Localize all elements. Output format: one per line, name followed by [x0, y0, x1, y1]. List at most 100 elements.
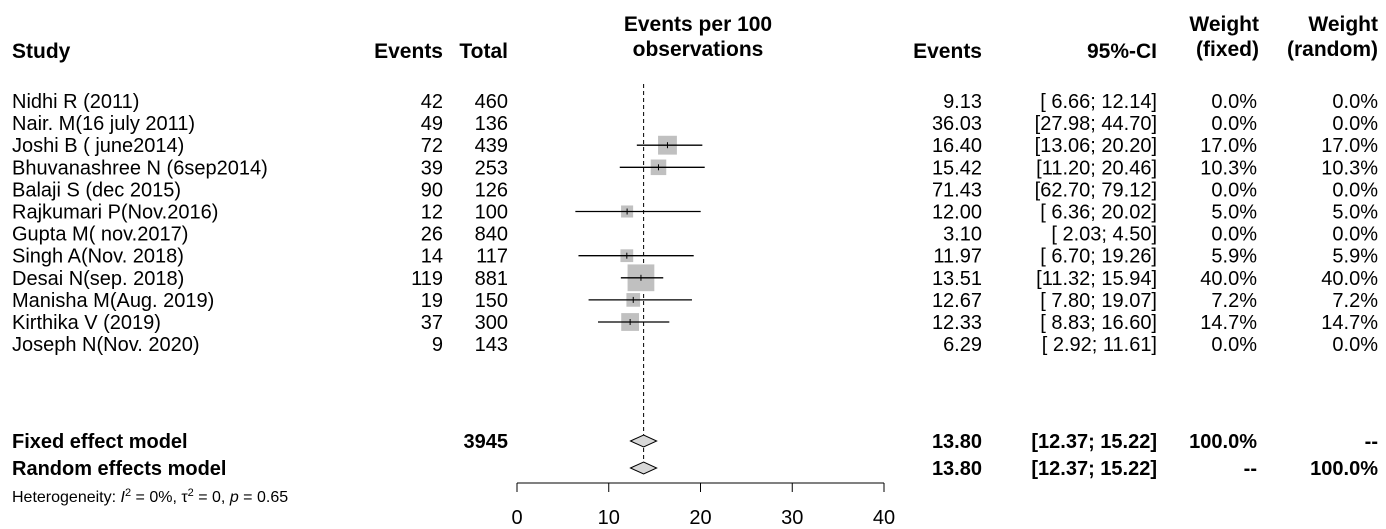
- x-axis-tick-label: 0: [511, 507, 522, 529]
- study-total: 117: [476, 246, 508, 268]
- study-weight-fixed: 0.0%: [1211, 91, 1257, 113]
- study-total: 126: [475, 179, 508, 201]
- study-name: Rajkumari P(Nov.2016): [12, 202, 218, 224]
- summary-weight-random: --: [1365, 431, 1378, 453]
- study-name: Gupta M( nov.2017): [12, 224, 188, 246]
- summary-name: Random effects model: [12, 458, 226, 480]
- study-ci: [ 2.03; 4.50]: [1051, 224, 1157, 246]
- study-weight-random: 40.0%: [1321, 268, 1378, 290]
- study-estimate: 12.00: [932, 202, 982, 224]
- study-total: 300: [475, 312, 508, 334]
- header-ci: 95%-CI: [1087, 40, 1157, 63]
- study-estimate: 12.33: [932, 312, 982, 334]
- study-weight-fixed: 5.9%: [1211, 246, 1257, 268]
- study-row: Balaji S (dec 2015) 90 126 71.43 [62.70; 79.…: [12, 179, 1378, 201]
- study-weight-random: 0.0%: [1332, 334, 1378, 356]
- summary-estimate: 13.80: [932, 431, 982, 453]
- study-name: Nidhi R (2011): [12, 91, 139, 113]
- summary-row: Fixed effect model 3945 13.80 [12.37; 15.22…: [12, 431, 1378, 453]
- study-total: 460: [475, 91, 508, 113]
- summary-rows: Fixed effect model 3945 13.80 [12.37; 15.22…: [12, 431, 1378, 480]
- summary-diamond: [629, 461, 658, 475]
- study-estimate: 15.42: [932, 157, 982, 179]
- study-rows: Nidhi R (2011) 42 460 9.13 [ 6.66; 12.14] 0.0…: [12, 91, 1378, 356]
- study-weight-random: 5.9%: [1332, 246, 1378, 268]
- study-total: 100: [475, 202, 508, 224]
- study-weight-random: 0.0%: [1332, 113, 1378, 135]
- x-axis-tick-label: 40: [873, 507, 895, 529]
- study-row: Bhuvanashree N (6sep2014) 39 253 15.42 [11.2…: [12, 157, 1378, 179]
- study-row: Manisha M(Aug. 2019) 19 150 12.67 [ 7.80; 19…: [12, 290, 1378, 312]
- study-name: Desai N(sep. 2018): [12, 268, 184, 290]
- study-estimate: 9.13: [943, 91, 982, 113]
- study-events: 42: [421, 91, 443, 113]
- study-events: 49: [421, 113, 443, 135]
- study-ci: [ 8.83; 16.60]: [1040, 312, 1157, 334]
- plot-title-line1: Events per 100: [624, 13, 772, 36]
- study-ci: [ 2.92; 11.61]: [1042, 334, 1157, 356]
- study-ci: [ 6.36; 20.02]: [1040, 202, 1157, 224]
- study-total: 439: [475, 135, 508, 157]
- summary-weight-fixed: 100.0%: [1189, 431, 1257, 453]
- summary-weight-fixed: --: [1244, 458, 1257, 480]
- plot-title-line2: observations: [633, 38, 764, 61]
- study-events: 19: [421, 290, 443, 312]
- study-ci: [13.06; 20.20]: [1035, 135, 1157, 157]
- study-weight-fixed: 7.2%: [1211, 290, 1257, 312]
- summary-weight-random: 100.0%: [1310, 458, 1378, 480]
- study-ci: [ 6.66; 12.14]: [1040, 91, 1157, 113]
- study-weight-random: 10.3%: [1321, 157, 1378, 179]
- header-events-estimate: Events: [913, 40, 982, 63]
- x-axis-tick-label: 10: [598, 507, 620, 529]
- study-estimate: 3.10: [943, 224, 982, 246]
- x-axis-tick-label: 30: [781, 507, 803, 529]
- study-events: 37: [421, 312, 443, 334]
- summary-name: Fixed effect model: [12, 431, 188, 453]
- study-weight-random: 0.0%: [1332, 224, 1378, 246]
- study-total: 143: [475, 334, 508, 356]
- summary-total: 3945: [464, 431, 509, 453]
- summary-estimate: 13.80: [932, 458, 982, 480]
- summary-ci: [12.37; 15.22]: [1031, 458, 1157, 480]
- study-estimate: 71.43: [932, 179, 982, 201]
- header-total: Total: [459, 40, 508, 63]
- study-name: Nair. M(16 july 2011): [12, 113, 195, 135]
- summary-row: Random effects model 13.80 [12.37; 15.22] -…: [12, 458, 1378, 480]
- study-name: Bhuvanashree N (6sep2014): [12, 157, 268, 179]
- study-ci: [ 7.80; 19.07]: [1040, 290, 1157, 312]
- study-total: 150: [475, 290, 508, 312]
- study-row: Rajkumari P(Nov.2016) 12 100 12.00 [ 6.36; 2…: [12, 202, 1378, 224]
- study-estimate: 16.40: [932, 135, 982, 157]
- study-total: 840: [475, 224, 508, 246]
- study-row: Joshi B ( june2014) 72 439 16.40 [13.06; 20.…: [12, 135, 1378, 157]
- study-name: Singh A(Nov. 2018): [12, 246, 184, 268]
- study-weight-random: 14.7%: [1321, 312, 1378, 334]
- study-estimate: 12.67: [932, 290, 982, 312]
- study-row: Gupta M( nov.2017) 26 840 3.10 [ 2.03; 4.50]…: [12, 224, 1378, 246]
- study-name: Joseph N(Nov. 2020): [12, 334, 200, 356]
- study-weight-fixed: 0.0%: [1211, 179, 1257, 201]
- study-ci: [11.20; 20.46]: [1036, 157, 1157, 179]
- study-weight-fixed: 17.0%: [1200, 135, 1257, 157]
- study-total: 136: [475, 113, 508, 135]
- study-estimate: 36.03: [932, 113, 982, 135]
- study-ci: [ 6.70; 19.26]: [1040, 246, 1157, 268]
- header-events: Events: [374, 40, 443, 63]
- summary-diamond: [629, 434, 658, 448]
- study-weight-random: 17.0%: [1321, 135, 1378, 157]
- study-row: Nair. M(16 july 2011) 49 136 36.03 [27.98; 4…: [12, 113, 1378, 135]
- study-row: Joseph N(Nov. 2020) 9 143 6.29 [ 2.92; 11.61…: [12, 334, 1378, 356]
- study-total: 881: [475, 268, 508, 290]
- study-ci: [11.32; 15.94]: [1036, 268, 1157, 290]
- header-weight-fixed-line2: (fixed): [1196, 38, 1259, 61]
- study-events: 119: [411, 268, 443, 290]
- x-axis: 0 10 20 30 40: [511, 482, 895, 529]
- study-weight-random: 0.0%: [1332, 179, 1378, 201]
- study-weight-fixed: 5.0%: [1211, 202, 1257, 224]
- study-events: 26: [421, 224, 443, 246]
- study-row: Nidhi R (2011) 42 460 9.13 [ 6.66; 12.14] 0.0…: [12, 91, 1378, 113]
- header-weight-fixed-line1: Weight: [1189, 13, 1259, 36]
- study-row: Desai N(sep. 2018) 119 881 13.51 [11.32; 15.…: [12, 264, 1378, 292]
- study-row: Kirthika V (2019) 37 300 12.33 [ 8.83; 16.60…: [12, 312, 1378, 334]
